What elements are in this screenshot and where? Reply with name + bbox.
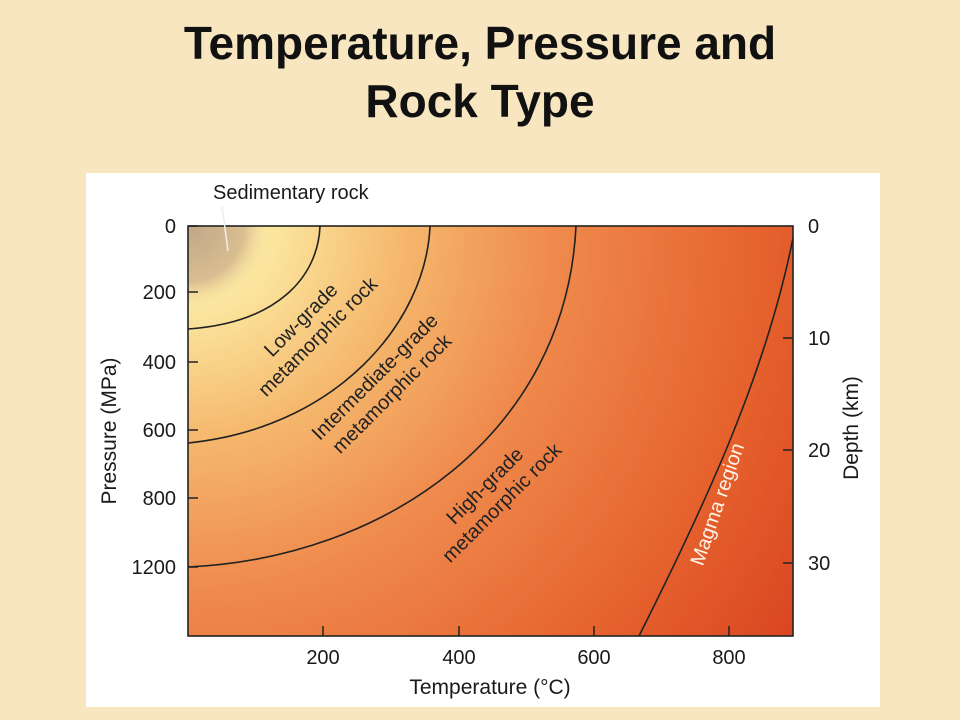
sedimentary-pointer-line [221, 205, 229, 252]
left-axis-tick-labels: 0 200 400 600 800 1200 [132, 216, 177, 579]
sedimentary-rock-label: Sedimentary rock [213, 182, 370, 204]
temperature-tick-label: 200 [306, 647, 339, 669]
diagram-svg: Sedimentary rock 0 200 400 600 800 1200 … [98, 182, 863, 699]
pressure-tick-label: 600 [143, 420, 176, 442]
temperature-tick-label: 400 [442, 647, 475, 669]
magma-boundary-curve [638, 237, 793, 636]
plot-frame [187, 225, 794, 637]
temperature-tick-label: 800 [712, 647, 745, 669]
pressure-tick-label: 0 [165, 216, 176, 238]
pressure-tick-label: 1200 [132, 557, 177, 579]
temperature-tick-label: 600 [577, 647, 610, 669]
title-line-2: Rock Type [365, 75, 595, 127]
intermediate-grade-boundary-curve [188, 226, 431, 444]
right-axis-ticks [783, 337, 793, 564]
bottom-axis-ticks [322, 626, 730, 636]
depth-axis-title: Depth (km) [840, 376, 863, 480]
low-grade-boundary-curve [188, 226, 321, 330]
high-grade-boundary-curve [188, 226, 577, 568]
left-axis-ticks [188, 225, 198, 568]
pressure-axis-title: Pressure (MPa) [98, 357, 121, 504]
plot-area [188, 226, 793, 636]
temperature-axis-title: Temperature (°C) [409, 676, 570, 699]
title-line-1: Temperature, Pressure and [183, 17, 777, 69]
slide-title: Temperature, Pressure and Rock Type [0, 14, 960, 130]
pressure-tick-label: 200 [143, 282, 176, 304]
depth-tick-label: 20 [808, 440, 830, 462]
depth-tick-label: 30 [808, 553, 830, 575]
depth-tick-label: 10 [808, 328, 830, 350]
sedimentary-zone-fill [188, 226, 308, 326]
rock-type-diagram: Sedimentary rock 0 200 400 600 800 1200 … [86, 173, 880, 707]
pressure-tick-label: 400 [143, 352, 176, 374]
pressure-tick-label: 800 [143, 488, 176, 510]
depth-tick-label: 0 [808, 216, 819, 238]
